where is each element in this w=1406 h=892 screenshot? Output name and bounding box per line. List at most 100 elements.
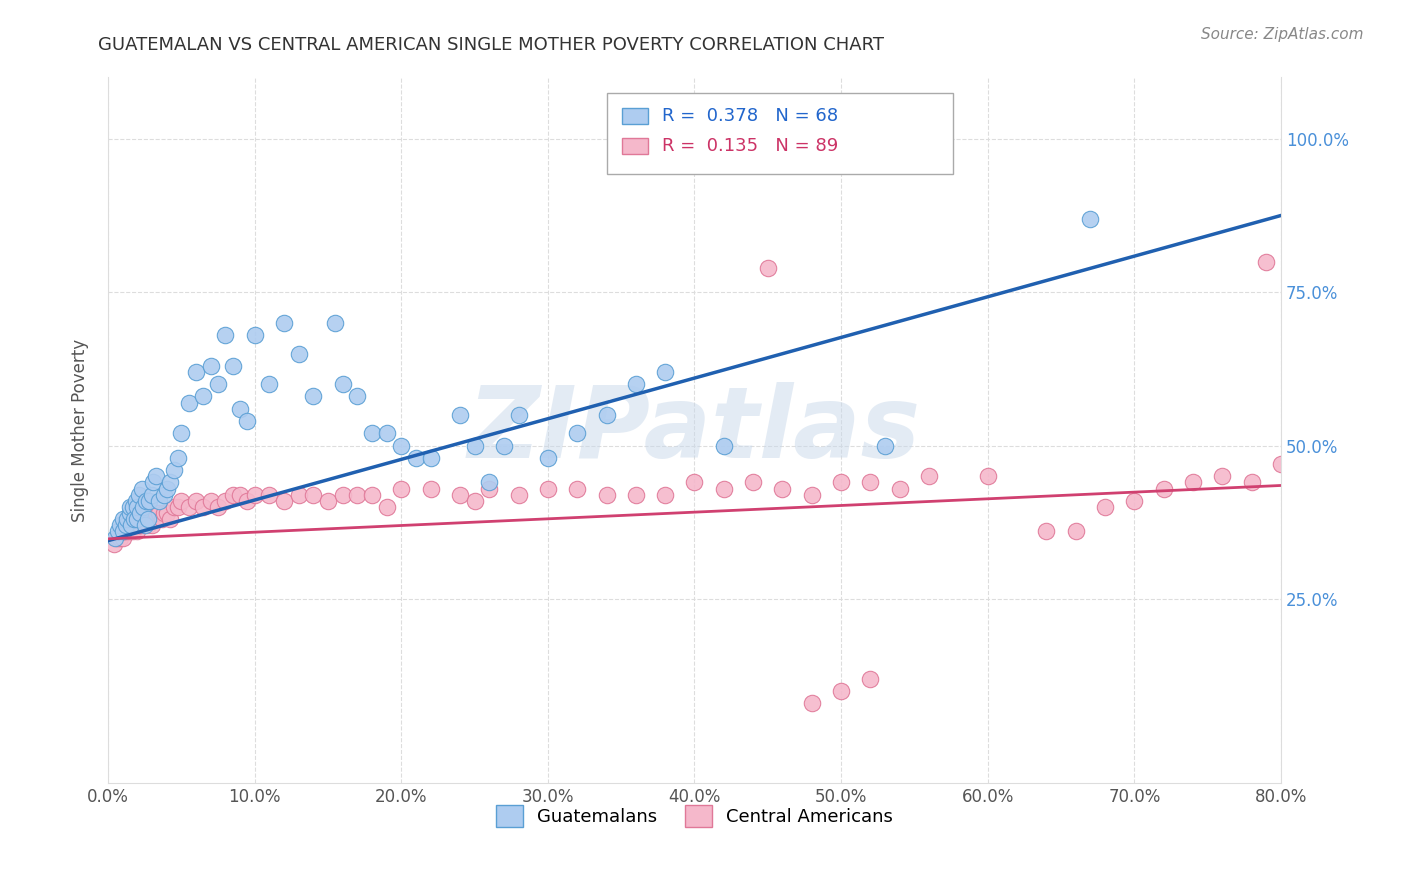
Legend: Guatemalans, Central Americans: Guatemalans, Central Americans	[489, 797, 900, 834]
Point	[419, 450, 441, 465]
Point	[236, 414, 259, 428]
Point	[918, 469, 941, 483]
Point	[134, 518, 156, 533]
Point	[713, 439, 735, 453]
Point	[142, 475, 165, 490]
Point	[595, 488, 617, 502]
Point	[138, 493, 160, 508]
Point	[302, 390, 325, 404]
Point	[111, 524, 134, 539]
Point	[654, 488, 676, 502]
Point	[129, 506, 152, 520]
Point	[118, 524, 141, 539]
Point	[128, 518, 150, 533]
Point	[177, 395, 200, 409]
Point	[624, 377, 647, 392]
Point	[135, 493, 157, 508]
Point	[170, 493, 193, 508]
Point	[103, 537, 125, 551]
Point	[108, 531, 131, 545]
Point	[131, 482, 153, 496]
Point	[323, 316, 346, 330]
Point	[259, 377, 281, 392]
Point	[135, 512, 157, 526]
Point	[177, 500, 200, 514]
Point	[118, 506, 141, 520]
Point	[122, 524, 145, 539]
Point	[389, 482, 412, 496]
Point	[389, 439, 412, 453]
Point	[375, 426, 398, 441]
Text: R =  0.378   N = 68: R = 0.378 N = 68	[662, 107, 838, 125]
Point	[449, 408, 471, 422]
Point	[713, 482, 735, 496]
Point	[756, 260, 779, 275]
Point	[243, 488, 266, 502]
Point	[567, 482, 589, 496]
Point	[118, 500, 141, 514]
Point	[136, 512, 159, 526]
Point	[184, 493, 207, 508]
Point	[124, 518, 146, 533]
Point	[273, 316, 295, 330]
Point	[142, 512, 165, 526]
Point	[229, 488, 252, 502]
Point	[859, 475, 882, 490]
Point	[138, 512, 160, 526]
Point	[193, 500, 215, 514]
Point	[624, 488, 647, 502]
Point	[141, 518, 163, 533]
Point	[145, 469, 167, 483]
Point	[111, 512, 134, 526]
Point	[508, 488, 530, 502]
Point	[405, 450, 427, 465]
Text: R =  0.135   N = 89: R = 0.135 N = 89	[662, 136, 838, 155]
Point	[114, 518, 136, 533]
Point	[193, 390, 215, 404]
Point	[508, 408, 530, 422]
Point	[115, 512, 138, 526]
Point	[207, 377, 229, 392]
Point	[184, 365, 207, 379]
Point	[464, 493, 486, 508]
Point	[143, 512, 166, 526]
Point	[302, 488, 325, 502]
Point	[214, 328, 236, 343]
Point	[152, 506, 174, 520]
Point	[346, 488, 368, 502]
Point	[111, 524, 134, 539]
Point	[1064, 524, 1087, 539]
Text: ZIPatlas: ZIPatlas	[468, 382, 921, 479]
Point	[125, 518, 148, 533]
Point	[148, 506, 170, 520]
Point	[156, 482, 179, 496]
Point	[159, 512, 181, 526]
Point	[115, 518, 138, 533]
Point	[132, 500, 155, 514]
Point	[1153, 482, 1175, 496]
Point	[114, 524, 136, 539]
Point	[108, 518, 131, 533]
Point	[167, 450, 190, 465]
Point	[361, 426, 384, 441]
FancyBboxPatch shape	[606, 93, 952, 174]
Point	[112, 524, 135, 539]
Point	[654, 365, 676, 379]
Point	[124, 512, 146, 526]
Y-axis label: Single Mother Poverty: Single Mother Poverty	[72, 339, 89, 522]
Point	[207, 500, 229, 514]
FancyBboxPatch shape	[621, 138, 648, 153]
Point	[214, 493, 236, 508]
Point	[537, 482, 560, 496]
Point	[200, 359, 222, 373]
Point	[105, 531, 128, 545]
Point	[287, 346, 309, 360]
Point	[683, 475, 706, 490]
Point	[273, 493, 295, 508]
Point	[163, 500, 186, 514]
Point	[221, 359, 243, 373]
Point	[156, 506, 179, 520]
Point	[141, 488, 163, 502]
Point	[316, 493, 339, 508]
Point	[104, 531, 127, 545]
